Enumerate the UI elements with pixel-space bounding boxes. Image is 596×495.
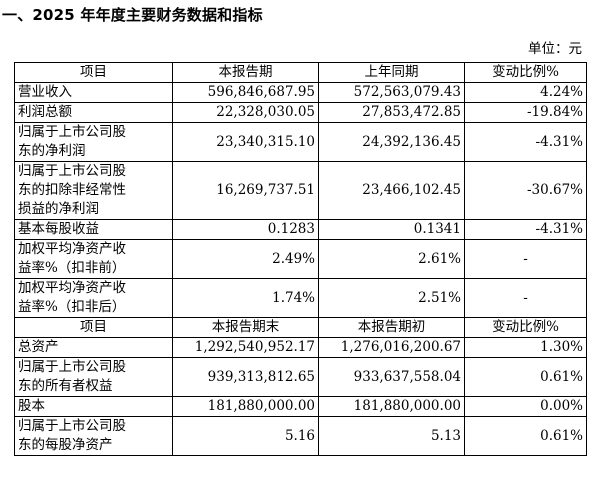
row-label: 基本每股收益 bbox=[14, 219, 173, 240]
row-label-line: 归属于上市公司股 bbox=[18, 124, 126, 140]
row-label: 利润总额 bbox=[14, 102, 173, 123]
table-row: 利润总额 22,328,030.05 27,853,472.85 -19.84% bbox=[14, 102, 587, 123]
row-label: 加权平均净资产收 益率%（扣非前） bbox=[14, 239, 173, 279]
cell-prior: 2.61% bbox=[318, 239, 465, 279]
section-title: 一、2025 年年度主要财务数据和指标 bbox=[2, 6, 263, 24]
cell-current: 1.74% bbox=[172, 278, 319, 318]
row-label-line: 东的净利润 bbox=[18, 143, 86, 159]
cell-current: 596,846,687.95 bbox=[172, 82, 319, 103]
cell-current: 939,313,812.65 bbox=[172, 357, 319, 397]
table-row: 总资产 1,292,540,952.17 1,276,016,200.67 1.30% bbox=[14, 337, 587, 358]
cell-change: - bbox=[464, 239, 587, 279]
header-cell-change: 变动比例% bbox=[464, 317, 587, 338]
row-label-line: 总资产 bbox=[18, 339, 59, 355]
table2-header-row: 项目 本报告期末 本报告期初 变动比例% bbox=[14, 317, 587, 338]
row-label: 归属于上市公司股 东的净利润 bbox=[14, 122, 173, 162]
cell-change: 0.61% bbox=[464, 357, 587, 397]
row-label-line: 归属于上市公司股 bbox=[18, 359, 126, 375]
header-cell-item: 项目 bbox=[14, 62, 173, 83]
row-label-line: 基本每股收益 bbox=[18, 221, 99, 237]
table-row: 基本每股收益 0.1283 0.1341 -4.31% bbox=[14, 219, 587, 240]
table-row: 加权平均净资产收 益率%（扣非前） 2.49% 2.61% - bbox=[14, 239, 587, 279]
table-row: 归属于上市公司股 东的净利润 23,340,315.10 24,392,136.45-… bbox=[14, 122, 587, 162]
cell-prior: 181,880,000.00 bbox=[318, 396, 465, 417]
cell-current: 5.16 bbox=[172, 416, 319, 456]
row-label-line: 利润总额 bbox=[18, 104, 72, 120]
cell-current: 23,340,315.10 bbox=[172, 122, 319, 162]
financial-indicators-body: 项目 本报告期 上年同期 变动比例% 营业收入 596,846,687.95 572,563… bbox=[14, 62, 587, 456]
cell-current: 16,269,737.51 bbox=[172, 161, 319, 220]
header-cell-change: 变动比例% bbox=[464, 62, 587, 83]
cell-change: 0.00% bbox=[464, 396, 587, 417]
row-label-line: 东的每股净资产 bbox=[18, 437, 113, 453]
row-label-line: 东的所有者权益 bbox=[18, 378, 113, 394]
table-row: 归属于上市公司股 东的所有者权益 939,313,812.65 933,637,558… bbox=[14, 357, 587, 397]
cell-change: -30.67% bbox=[464, 161, 587, 220]
cell-prior: 1,276,016,200.67 bbox=[318, 337, 465, 358]
financial-indicators-table: 项目 本报告期 上年同期 变动比例% 营业收入 596,846,687.95 572,563… bbox=[14, 62, 587, 456]
cell-current: 22,328,030.05 bbox=[172, 102, 319, 123]
row-label: 归属于上市公司股 东的每股净资产 bbox=[14, 416, 173, 456]
header-cell-current: 本报告期末 bbox=[172, 317, 319, 338]
row-label-line: 归属于上市公司股 bbox=[18, 163, 126, 179]
row-label-line: 损益的净利润 bbox=[18, 201, 99, 217]
row-label-line: 加权平均净资产收 bbox=[18, 241, 126, 257]
table-row: 归属于上市公司股 东的每股净资产 5.16 5.13 0.61% bbox=[14, 416, 587, 456]
cell-change: 4.24% bbox=[464, 82, 587, 103]
row-label-line: 加权平均净资产收 bbox=[18, 280, 126, 296]
row-label-line: 股本 bbox=[18, 398, 45, 414]
header-cell-prior: 上年同期 bbox=[318, 62, 465, 83]
table1-header-row: 项目 本报告期 上年同期 变动比例% bbox=[14, 62, 587, 83]
header-cell-item: 项目 bbox=[14, 317, 173, 338]
cell-change: - bbox=[464, 278, 587, 318]
row-label-line: 营业收入 bbox=[18, 84, 72, 100]
cell-change: 0.61% bbox=[464, 416, 587, 456]
row-label: 归属于上市公司股 东的所有者权益 bbox=[14, 357, 173, 397]
row-label: 总资产 bbox=[14, 337, 173, 358]
unit-label: 单位：元 bbox=[528, 41, 582, 57]
cell-current: 1,292,540,952.17 bbox=[172, 337, 319, 358]
cell-prior: 0.1341 bbox=[318, 219, 465, 240]
header-cell-prior: 本报告期初 bbox=[318, 317, 465, 338]
cell-change: 1.30% bbox=[464, 337, 587, 358]
cell-current: 2.49% bbox=[172, 239, 319, 279]
cell-prior: 27,853,472.85 bbox=[318, 102, 465, 123]
row-label: 加权平均净资产收 益率%（扣非后） bbox=[14, 278, 173, 318]
row-label-line: 归属于上市公司股 bbox=[18, 418, 126, 434]
row-label-line: 东的扣除非经常性 bbox=[18, 182, 126, 198]
header-cell-current: 本报告期 bbox=[172, 62, 319, 83]
row-label: 营业收入 bbox=[14, 82, 173, 103]
cell-prior: 933,637,558.04 bbox=[318, 357, 465, 397]
cell-prior: 2.51% bbox=[318, 278, 465, 318]
cell-current: 181,880,000.00 bbox=[172, 396, 319, 417]
table-row: 归属于上市公司股 东的扣除非经常性 损益的净利润 16,269,737.51 23,46… bbox=[14, 161, 587, 220]
row-label-line: 益率%（扣非前） bbox=[18, 260, 126, 276]
cell-current: 0.1283 bbox=[172, 219, 319, 240]
cell-prior: 23,466,102.45 bbox=[318, 161, 465, 220]
table-row: 股本 181,880,000.00 181,880,000.00 0.00% bbox=[14, 396, 587, 417]
row-label: 归属于上市公司股 东的扣除非经常性 损益的净利润 bbox=[14, 161, 173, 220]
cell-prior: 572,563,079.43 bbox=[318, 82, 465, 103]
row-label: 股本 bbox=[14, 396, 173, 417]
cell-change: -19.84% bbox=[464, 102, 587, 123]
cell-change: -4.31% bbox=[464, 219, 587, 240]
table-row: 营业收入 596,846,687.95 572,563,079.43 4.24% bbox=[14, 82, 587, 103]
cell-prior: 24,392,136.45 bbox=[318, 122, 465, 162]
table-row: 加权平均净资产收 益率%（扣非后） 1.74% 2.51% - bbox=[14, 278, 587, 318]
cell-change: -4.31% bbox=[464, 122, 587, 162]
cell-prior: 5.13 bbox=[318, 416, 465, 456]
row-label-line: 益率%（扣非后） bbox=[18, 299, 126, 315]
